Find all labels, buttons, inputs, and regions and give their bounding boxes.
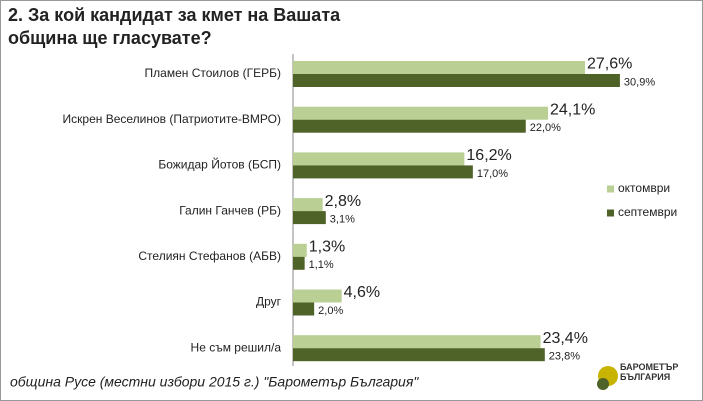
- value-label: 27,6%: [587, 56, 632, 73]
- logo-box: БАРОМЕТЪР БЪЛГАРИЯ: [620, 362, 679, 382]
- value-label: 3,1%: [330, 214, 355, 226]
- title-box: 2. За кой кандидат за кмет на Вашата общ…: [8, 5, 341, 48]
- category-label: Искрен Веселинов (Патриотите-ВМРО): [63, 112, 281, 126]
- legend-swatch: [607, 185, 614, 193]
- category-label: Стелиян Стефанов (АБВ): [138, 249, 281, 263]
- logo-icon: [597, 378, 609, 390]
- bar: [293, 243, 307, 257]
- value-label: 1,1%: [309, 259, 334, 271]
- footnote: община Русе (местни избори 2015 г.) "Бар…: [10, 374, 419, 390]
- legend-label: септември: [618, 205, 677, 219]
- value-label: 17,0%: [477, 168, 508, 180]
- value-label: 23,8%: [549, 351, 580, 363]
- value-label: 22,0%: [530, 122, 561, 134]
- bar: [293, 61, 586, 74]
- value-label: 1,3%: [309, 239, 345, 256]
- category-label: Пламен Стоилов (ГЕРБ): [145, 66, 281, 80]
- logo: БАРОМЕТЪР БЪЛГАРИЯ: [597, 362, 679, 390]
- value-label: 23,4%: [543, 330, 588, 347]
- bar: [293, 302, 315, 316]
- bar: [293, 289, 342, 303]
- value-label: 16,2%: [466, 147, 511, 164]
- bar: [293, 74, 620, 87]
- legend-swatch: [607, 209, 614, 217]
- value-label: 24,1%: [550, 101, 595, 118]
- bar: [293, 198, 323, 212]
- value-label: 2,0%: [318, 305, 343, 317]
- legend-label: октомври: [618, 181, 670, 195]
- bar: [293, 152, 465, 166]
- bar: [293, 348, 545, 362]
- bar: [293, 119, 526, 133]
- logo-text: БАРОМЕТЪР БЪЛГАРИЯ: [620, 362, 679, 382]
- bar: [293, 256, 305, 270]
- bar: [293, 211, 326, 225]
- bar: [293, 106, 548, 120]
- category-label: Галин Ганчев (РБ): [179, 203, 281, 217]
- bar: [293, 335, 541, 349]
- value-label: 4,6%: [344, 284, 380, 301]
- category-label: Друг: [256, 295, 282, 309]
- value-label: 2,8%: [325, 193, 361, 210]
- chart-title: 2. За кой кандидат за кмет на Вашата общ…: [8, 5, 341, 48]
- category-label: Не съм решил/а: [191, 340, 282, 354]
- bar: [293, 165, 473, 179]
- value-label: 30,9%: [624, 76, 655, 88]
- category-label: Божидар Йотов (БСП): [158, 157, 281, 172]
